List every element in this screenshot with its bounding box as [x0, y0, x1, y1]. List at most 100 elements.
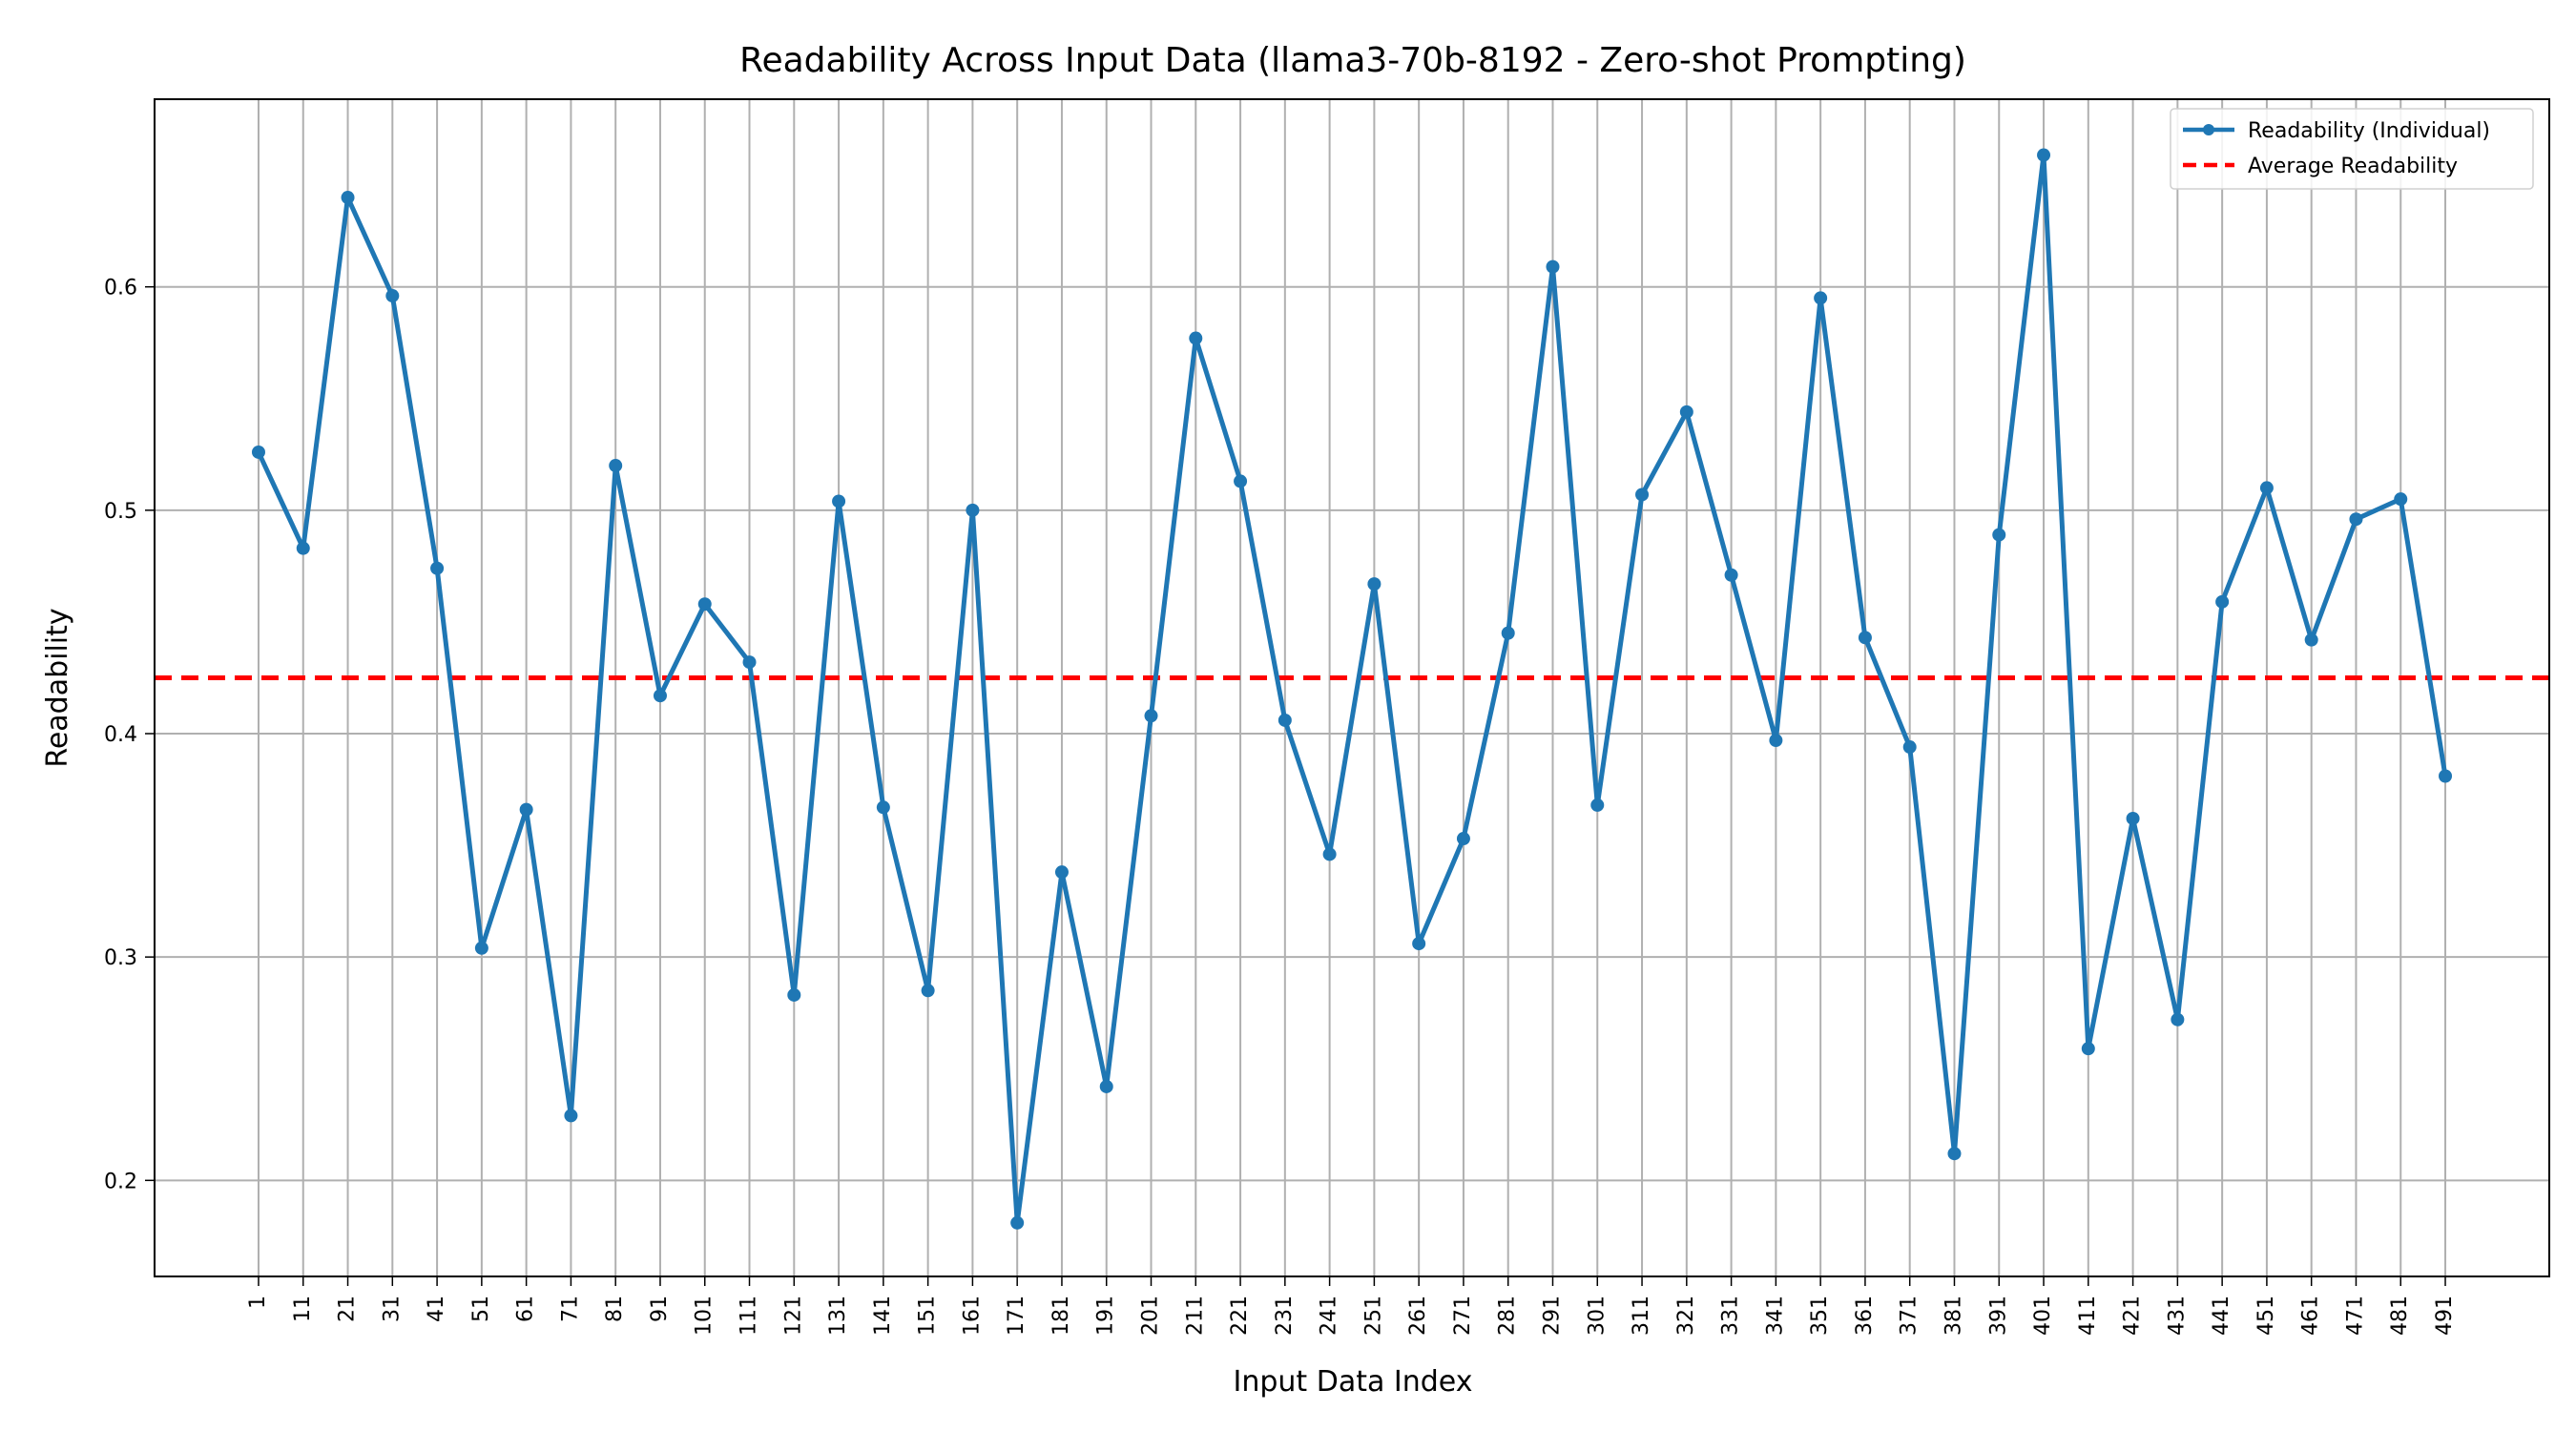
- x-tick-label: 211: [1183, 1296, 1207, 1336]
- x-tick-label: 151: [916, 1296, 940, 1336]
- data-point: [2349, 512, 2363, 527]
- data-point: [1234, 474, 1248, 488]
- data-point: [1144, 709, 1158, 723]
- x-tick-label: 441: [2210, 1296, 2233, 1336]
- x-tick-label: 321: [1674, 1296, 1698, 1336]
- legend-series-marker: [2203, 124, 2214, 135]
- x-tick-label: 31: [380, 1296, 404, 1322]
- x-tick-label: 11: [291, 1296, 315, 1322]
- data-point: [1367, 577, 1381, 591]
- data-point: [1992, 528, 2006, 542]
- data-point: [2394, 492, 2408, 507]
- x-tick-label: 391: [1986, 1296, 2010, 1336]
- data-point: [341, 191, 355, 205]
- x-tick-label: 171: [1005, 1296, 1028, 1336]
- x-tick-label: 251: [1361, 1296, 1385, 1336]
- data-point: [1099, 1079, 1113, 1093]
- data-point: [251, 445, 265, 459]
- data-point: [430, 561, 445, 575]
- x-tick-label: 371: [1898, 1296, 1922, 1336]
- data-point: [876, 800, 890, 815]
- data-point: [1724, 568, 1738, 582]
- y-tick-label: 0.6: [104, 277, 137, 301]
- x-tick-label: 331: [1719, 1296, 1743, 1336]
- data-point: [787, 987, 801, 1002]
- data-point: [1902, 740, 1917, 755]
- data-point: [564, 1109, 578, 1123]
- x-tick-label: 181: [1049, 1296, 1073, 1336]
- data-point: [742, 655, 757, 670]
- data-point: [1947, 1147, 1962, 1161]
- data-point: [653, 689, 667, 703]
- x-tick-label: 161: [960, 1296, 984, 1336]
- legend-series-label: Readability (Individual): [2248, 119, 2490, 143]
- data-series: [251, 148, 2453, 1230]
- data-point: [1769, 734, 1783, 748]
- x-tick-label: 201: [1139, 1296, 1163, 1336]
- x-tick-label: 461: [2299, 1296, 2323, 1336]
- y-tick-label: 0.4: [104, 723, 137, 747]
- data-point: [519, 802, 533, 817]
- plot-frame: [154, 98, 2550, 1277]
- data-point: [474, 941, 488, 955]
- x-axis-label: Input Data Index: [1234, 1365, 1473, 1399]
- x-tick-label: 311: [1630, 1296, 1653, 1336]
- x-tick-label: 411: [2076, 1296, 2100, 1336]
- data-point: [1546, 259, 1560, 274]
- series-line: [256, 153, 2448, 1226]
- y-axis-ticks: 0.2 0.3 0.4 0.5 0.6: [104, 277, 155, 1193]
- legend: Readability (Individual) Average Readabi…: [2170, 108, 2534, 190]
- data-point: [1814, 291, 1828, 305]
- x-tick-label: 91: [648, 1296, 672, 1322]
- x-tick-label: 1: [246, 1296, 270, 1309]
- data-point: [2439, 769, 2453, 783]
- x-tick-label: 81: [603, 1296, 627, 1322]
- x-tick-label: 281: [1496, 1296, 1520, 1336]
- x-tick-label: 61: [514, 1296, 538, 1322]
- x-axis-ticks: 1 11 21 31 41 51 61 71 81 91 101 111 121 131 141 151 161…: [246, 1276, 2457, 1336]
- data-point: [1278, 713, 1292, 727]
- x-tick-label: 381: [1942, 1296, 1965, 1336]
- data-point: [2081, 1042, 2095, 1056]
- data-point: [385, 289, 400, 303]
- legend-box: [2170, 108, 2534, 190]
- data-point: [2259, 481, 2274, 495]
- data-point: [2304, 633, 2318, 647]
- x-tick-label: 71: [558, 1296, 582, 1322]
- x-tick-label: 261: [1406, 1296, 1430, 1336]
- x-tick-label: 481: [2388, 1296, 2412, 1336]
- data-point: [609, 459, 623, 473]
- data-point: [2215, 594, 2230, 609]
- x-tick-label: 141: [871, 1296, 895, 1336]
- data-point: [1412, 937, 1426, 951]
- y-tick-label: 0.3: [104, 946, 137, 970]
- data-point: [1858, 631, 1872, 645]
- data-point: [1322, 847, 1337, 861]
- x-tick-label: 421: [2121, 1296, 2145, 1336]
- x-tick-label: 221: [1228, 1296, 1252, 1336]
- x-tick-label: 301: [1585, 1296, 1609, 1336]
- data-point: [832, 494, 846, 508]
- data-point: [1456, 832, 1470, 846]
- x-tick-label: 471: [2343, 1296, 2367, 1336]
- y-tick-label: 0.5: [104, 500, 137, 524]
- x-tick-label: 361: [1853, 1296, 1877, 1336]
- data-point: [1679, 404, 1693, 419]
- data-point: [966, 503, 980, 517]
- x-tick-label: 351: [1808, 1296, 1832, 1336]
- x-tick-label: 401: [2031, 1296, 2055, 1336]
- x-tick-label: 131: [826, 1296, 850, 1336]
- data-point: [2126, 811, 2140, 825]
- x-tick-label: 291: [1540, 1296, 1564, 1336]
- data-point: [1054, 865, 1069, 880]
- x-tick-label: 121: [781, 1296, 805, 1336]
- x-tick-label: 101: [693, 1296, 717, 1336]
- data-point: [2037, 148, 2051, 162]
- data-point: [697, 597, 712, 612]
- x-tick-label: 231: [1273, 1296, 1297, 1336]
- x-tick-label: 51: [469, 1296, 493, 1322]
- y-tick-label: 0.2: [104, 1170, 137, 1193]
- x-tick-label: 21: [336, 1296, 360, 1322]
- x-tick-label: 241: [1318, 1296, 1341, 1336]
